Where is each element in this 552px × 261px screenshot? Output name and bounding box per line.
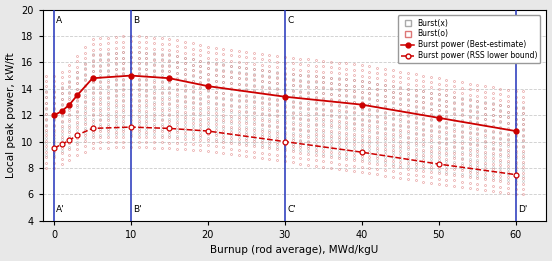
Text: B: B xyxy=(133,16,140,25)
Text: C': C' xyxy=(287,205,296,214)
Text: A: A xyxy=(56,16,62,25)
Text: A': A' xyxy=(56,205,65,214)
X-axis label: Burnup (rod average), MWd/kgU: Burnup (rod average), MWd/kgU xyxy=(210,245,379,256)
Text: C: C xyxy=(287,16,294,25)
Text: D': D' xyxy=(518,205,527,214)
Text: B': B' xyxy=(133,205,142,214)
Y-axis label: Local peak power, kW/ft: Local peak power, kW/ft xyxy=(6,52,15,178)
Text: D: D xyxy=(518,16,525,25)
Legend: Burst(x), Burst(o), Burst power (Best-estimate), Burst power (RSS lower bound): Burst(x), Burst(o), Burst power (Best-es… xyxy=(397,15,540,63)
